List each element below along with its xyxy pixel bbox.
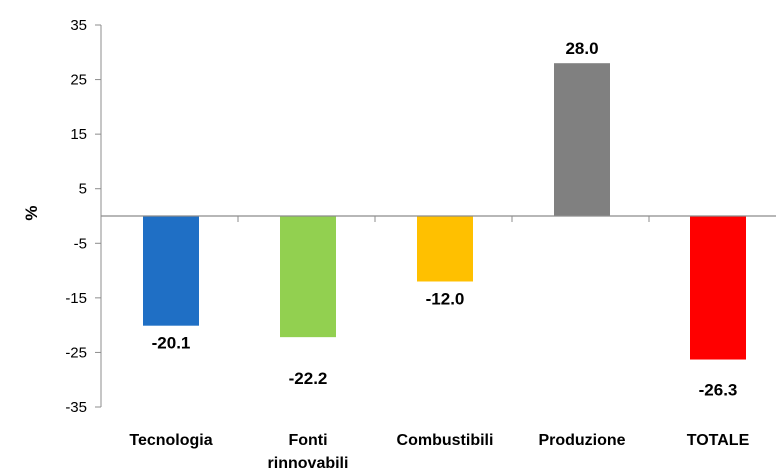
category-label: Combustibili [397,432,494,449]
bar [143,216,199,326]
data-label: -22.2 [289,369,328,388]
data-labels: -20.1 -22.2 -12.0 28.0 -26.3 [152,39,738,399]
y-axis: 35 25 15 5 -5 -15 -25 -35 [65,17,102,416]
category-label: rinnovabili [268,455,349,472]
y-tick-label: 25 [70,72,87,89]
bars [143,63,746,360]
bar [690,216,746,360]
category-label: Fonti [288,432,327,449]
data-label: -26.3 [699,381,738,400]
y-tick-label: 5 [79,181,87,198]
data-label: -20.1 [152,334,191,353]
data-label: -12.0 [426,289,465,308]
category-label: Produzione [538,432,625,449]
y-axis-title: % [22,205,41,220]
x-axis: Tecnologia Fonti rinnovabili Combustibili Pr… [101,215,776,472]
bar [554,63,610,217]
data-label: 28.0 [565,39,598,58]
y-tick-label: -25 [65,344,87,361]
bar [280,216,336,338]
y-tick-label: -15 [65,290,87,307]
bar [417,216,473,282]
y-tick-label: -5 [74,235,87,252]
y-tick-label: 35 [70,17,87,34]
y-tick-label: 15 [70,126,87,143]
category-label: TOTALE [687,432,750,449]
y-tick-label: -35 [65,399,87,416]
category-label: Tecnologia [129,432,212,449]
